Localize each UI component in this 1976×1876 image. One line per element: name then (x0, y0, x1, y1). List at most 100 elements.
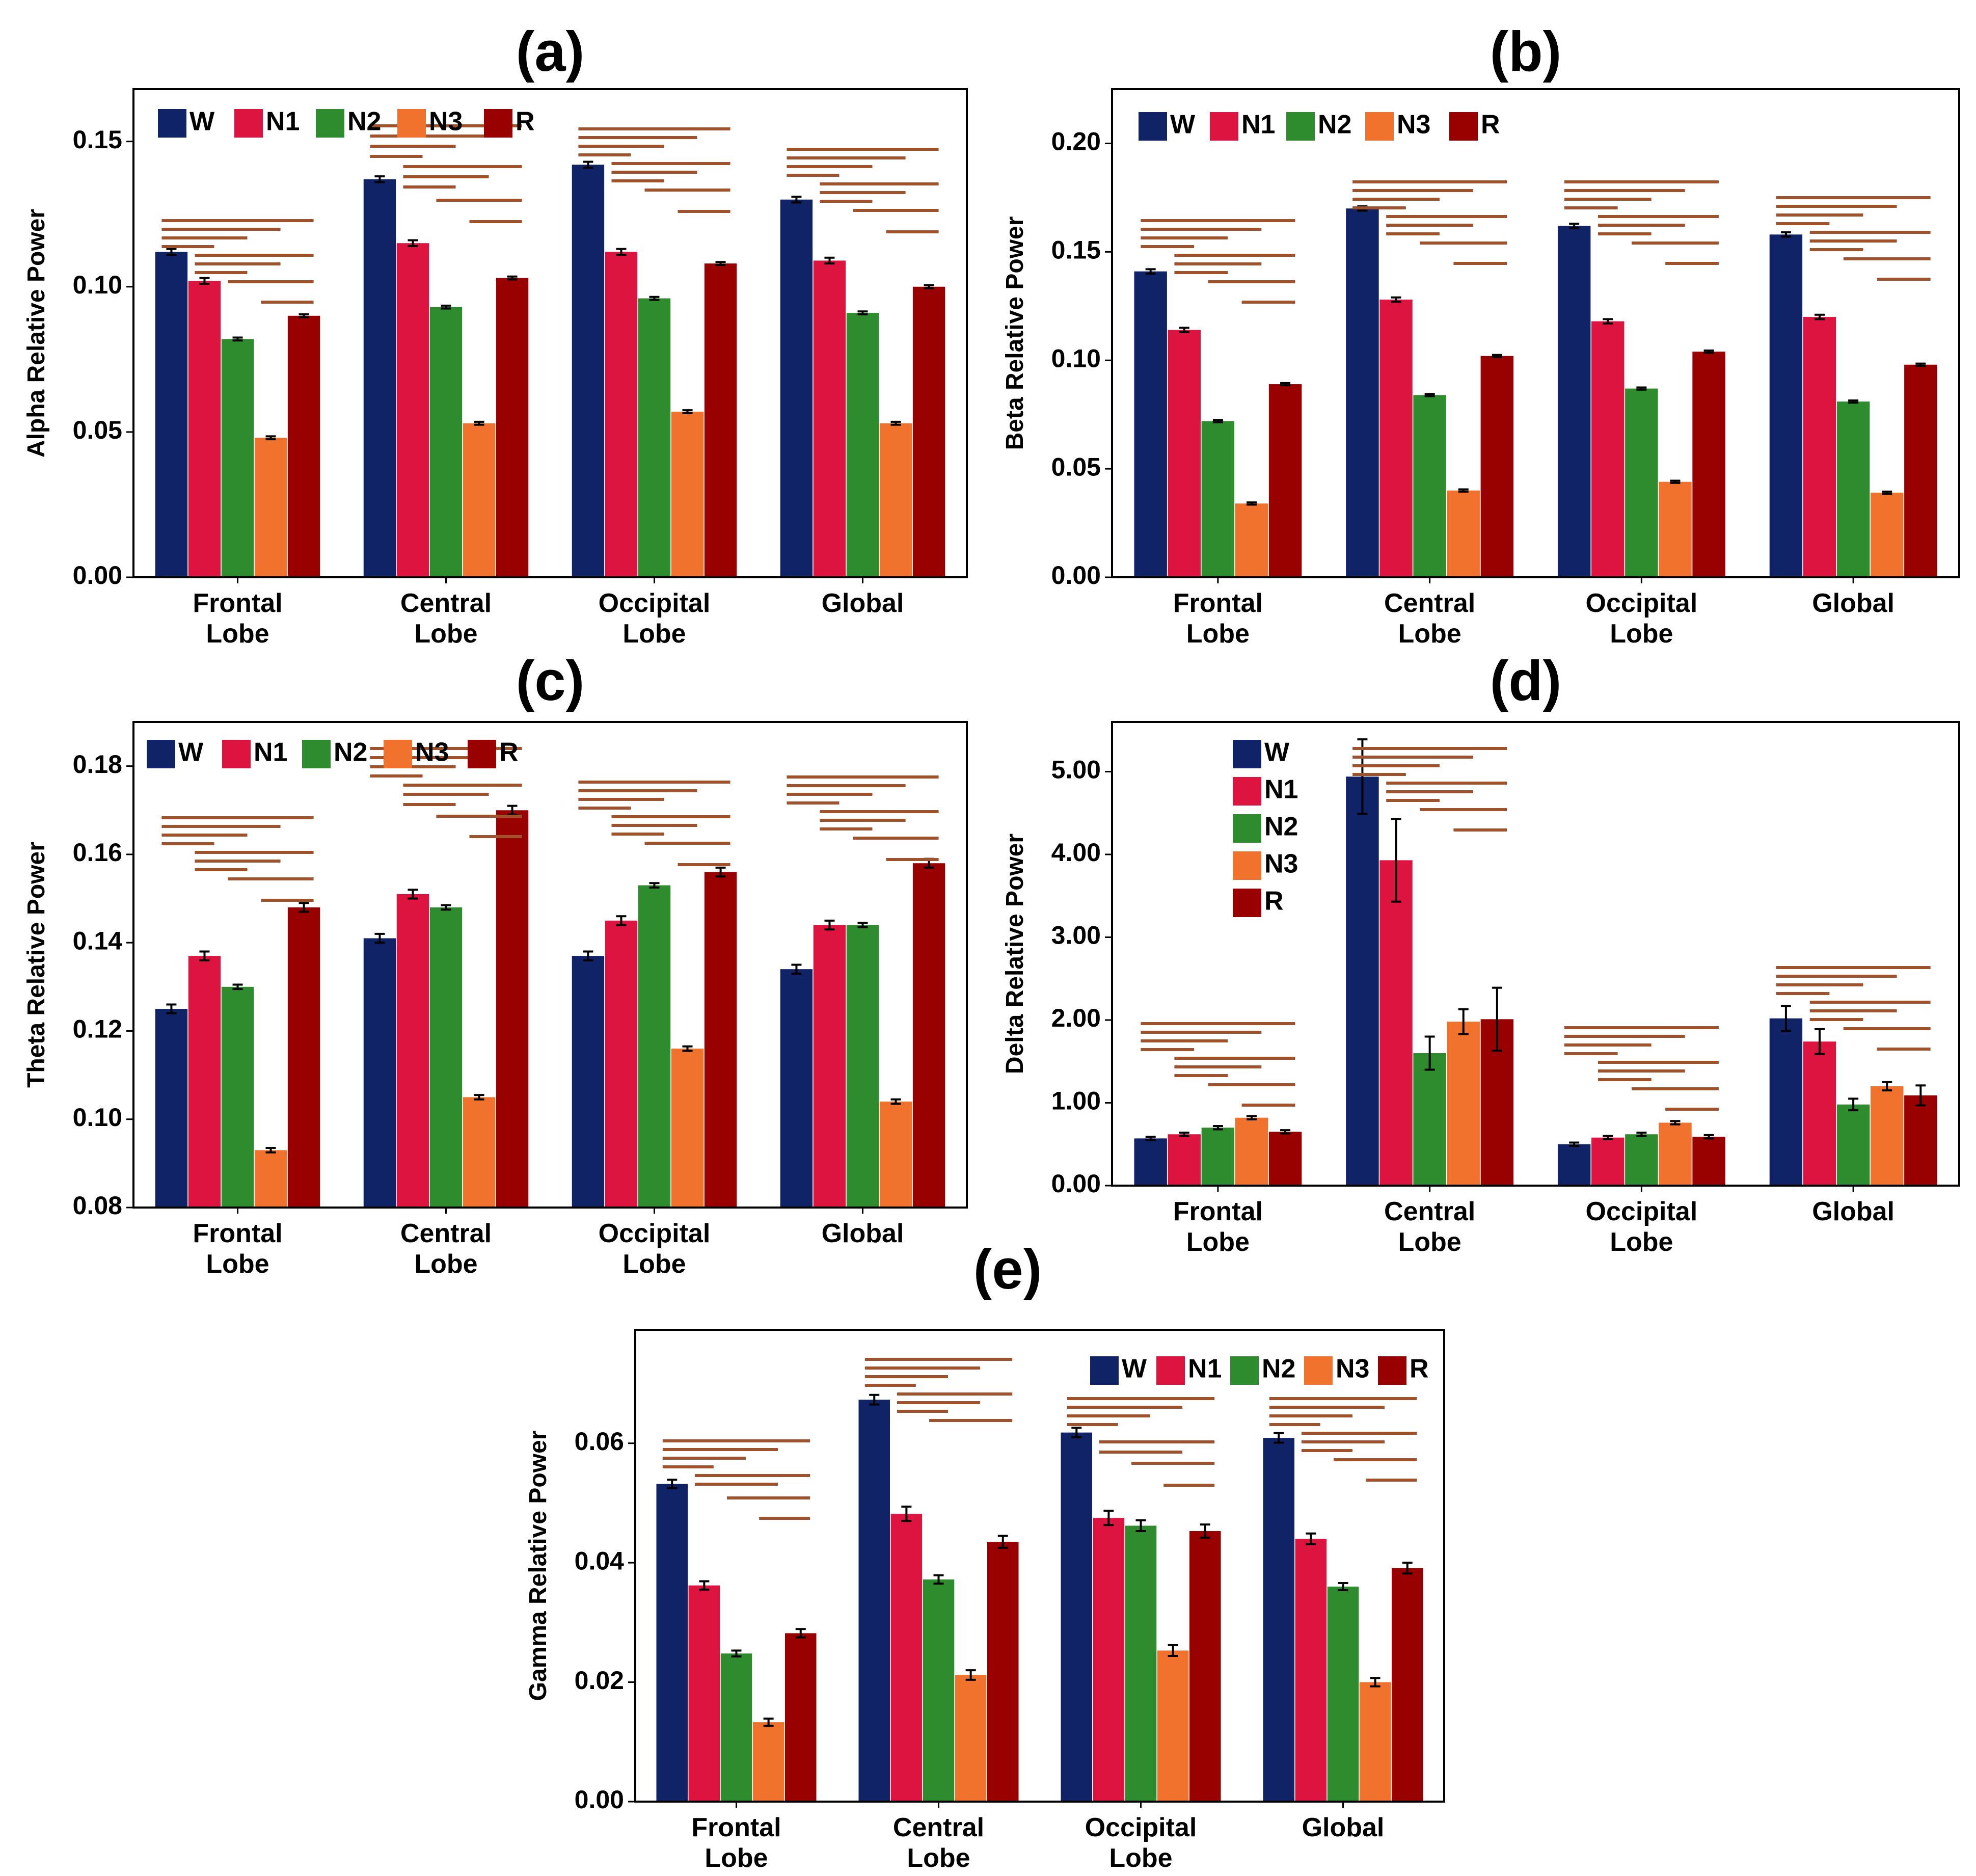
y-tick-label: 0.10 (1051, 344, 1101, 372)
legend-label-N3: N3 (415, 738, 449, 767)
legend-swatch-N1 (1233, 777, 1261, 806)
bar-N1-3 (1803, 317, 1836, 577)
bar-W-2 (572, 956, 605, 1208)
bar-N3-2 (671, 411, 704, 577)
bar-N2-2 (1625, 388, 1658, 577)
bar-N3-3 (1359, 1682, 1391, 1802)
legend-label-N3: N3 (1397, 110, 1430, 140)
legend-label-W: W (1264, 738, 1290, 767)
x-category-label: Central Lobe (1384, 1197, 1475, 1257)
bar-N3-3 (879, 423, 912, 577)
panel-a: (a) Alpha Relative Power 0.00 0.05 0.10 0.15 F… (23, 20, 968, 649)
legend-label-N2: N2 (1262, 1354, 1295, 1384)
plot-frame (132, 88, 968, 578)
bar-R-0 (287, 315, 320, 577)
legend: W N1 N2 N3 R (158, 107, 535, 138)
legend-label-N3: N3 (429, 107, 463, 137)
legend-label-N1: N1 (1264, 775, 1298, 805)
bar-R-1 (987, 1542, 1019, 1802)
bar-N2-3 (1836, 1104, 1870, 1186)
legend-label-N3: N3 (1336, 1354, 1369, 1384)
y-tick-label: 0.00 (575, 1785, 624, 1814)
bar-R-3 (1904, 364, 1937, 577)
bar-W-0 (1134, 1138, 1167, 1186)
panel-c: (c) Theta Relative Power 0.08 0.10 0.12 0.14 0… (23, 650, 968, 1279)
legend-swatch-R (1233, 889, 1261, 917)
bar-N3-2 (1659, 1122, 1692, 1186)
legend-swatch-N2 (302, 740, 331, 768)
legend-swatch-W (1233, 740, 1261, 768)
bar-N1-0 (1168, 330, 1201, 577)
legend-swatch-W (158, 109, 186, 138)
legend-label-N1: N1 (254, 738, 287, 767)
x-category-label: Frontal Lobe (691, 1813, 781, 1873)
legend: W N1 N2 N3 R (1139, 110, 1500, 141)
bar-W-3 (780, 199, 813, 577)
legend-label-R: R (1481, 110, 1500, 140)
bar-N2-2 (638, 885, 671, 1208)
bar-N1-0 (1168, 1134, 1201, 1186)
legend-label-R: R (516, 107, 535, 137)
legend-label-N1: N1 (1188, 1354, 1222, 1384)
bar-N3-0 (752, 1722, 784, 1802)
y-tick-label: 3.00 (1051, 921, 1101, 950)
legend-label-N2: N2 (1264, 812, 1298, 842)
bar-N3-3 (1871, 1086, 1904, 1186)
legend-label-R: R (499, 738, 519, 767)
bar-N1-3 (813, 925, 846, 1208)
bar-W-0 (1134, 271, 1167, 577)
legend-swatch-N3 (1365, 112, 1394, 141)
bar-R-3 (912, 286, 945, 577)
bar-R-2 (1189, 1531, 1221, 1802)
legend-swatch-N1 (234, 109, 263, 138)
bar-R-1 (496, 278, 529, 577)
y-tick-label: 5.00 (1051, 756, 1101, 784)
bar-N2-0 (1201, 421, 1235, 577)
bar-N3-1 (1447, 490, 1480, 577)
bar-N2-3 (1327, 1587, 1359, 1802)
legend-swatch-N1 (222, 740, 251, 768)
x-category-label: Global (1302, 1813, 1385, 1842)
bar-R-0 (784, 1633, 817, 1802)
bar-R-3 (912, 863, 945, 1208)
x-category-label: Frontal Lobe (193, 588, 282, 649)
y-tick-label: 0.10 (73, 1103, 122, 1132)
bar-N2-0 (221, 339, 254, 577)
bar-N2-1 (1413, 395, 1446, 577)
y-tick-label: 0.04 (575, 1546, 625, 1575)
bar-W-1 (858, 1400, 890, 1802)
legend-label-N2: N2 (347, 107, 381, 137)
bar-R-1 (496, 810, 529, 1208)
y-axis-title: Beta Relative Power (1001, 217, 1028, 450)
bar-W-0 (155, 1009, 188, 1208)
x-category-label: Occipital Lobe (1085, 1813, 1197, 1873)
bar-N2-2 (1125, 1525, 1157, 1802)
bar-N2-1 (429, 307, 463, 577)
panel-label: (d) (1490, 650, 1561, 712)
panel-d: (d) Delta Relative Power 0.00 1.00 2.00 3.00 4… (1001, 650, 1960, 1257)
y-tick-label: 0.15 (73, 125, 122, 154)
bar-N1-0 (188, 956, 221, 1208)
legend-label-W: W (190, 107, 215, 137)
bar-W-3 (1769, 1018, 1803, 1186)
y-axis-title: Gamma Relative Power (525, 1431, 552, 1701)
y-tick-label: 0.10 (73, 271, 122, 299)
bar-R-0 (1268, 384, 1302, 577)
y-tick-label: 0.00 (1051, 561, 1101, 589)
x-category-label: Occipital Lobe (1586, 588, 1698, 649)
y-axis-title: Theta Relative Power (23, 842, 50, 1088)
legend-label-N2: N2 (1318, 110, 1351, 140)
bar-W-3 (1769, 234, 1803, 577)
bar-N1-2 (1591, 321, 1625, 577)
y-axis-title: Alpha Relative Power (23, 209, 50, 458)
legend-swatch-N1 (1210, 112, 1238, 141)
legend-swatch-R (1378, 1356, 1406, 1385)
bar-R-0 (1268, 1132, 1302, 1186)
bar-N2-3 (1836, 401, 1870, 577)
bar-N1-2 (1093, 1518, 1125, 1802)
bar-N1-0 (188, 281, 221, 577)
bar-N1-3 (813, 260, 846, 577)
y-tick-label: 0.16 (73, 838, 122, 867)
legend-label-W: W (1122, 1354, 1147, 1384)
bar-N1-1 (1379, 300, 1413, 577)
